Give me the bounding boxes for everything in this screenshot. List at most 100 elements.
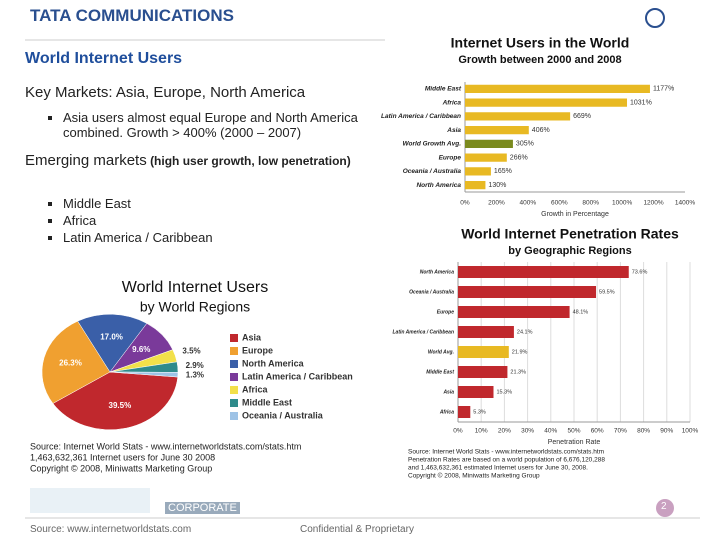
y-tick-label: North America	[416, 182, 461, 189]
x-tick-label: 800%	[582, 200, 599, 207]
footer-art	[30, 488, 150, 513]
value-label: 266%	[510, 154, 528, 161]
legend-label: Asia	[242, 332, 262, 342]
x-tick-label: 400%	[520, 200, 537, 207]
x-tick-label: 1400%	[675, 200, 695, 207]
emerging-note: (high user growth, low penetration)	[150, 154, 351, 168]
pie-slice	[109, 371, 179, 378]
chart-title: Internet Users in the World	[451, 35, 630, 51]
x-tick-label: 70%	[614, 428, 627, 435]
chart-subtitle: Growth between 2000 and 2008	[458, 54, 621, 66]
x-tick-label: 80%	[637, 428, 650, 435]
value-label: 1177%	[653, 86, 674, 93]
value-label: 59.5%	[599, 289, 615, 295]
value-label: 17.0%	[100, 332, 123, 341]
value-label: 48.1%	[573, 309, 589, 315]
y-tick-label: North America	[420, 269, 454, 275]
x-tick-label: 200%	[488, 200, 505, 207]
y-tick-label: Oceania / Australia	[403, 168, 462, 175]
bullet: Africa	[63, 213, 213, 228]
logo: TATA COMMUNICATIONS	[30, 6, 234, 25]
x-axis-label: Growth in Percentage	[541, 211, 609, 218]
footer-confidential: Confidential & Proprietary	[300, 524, 414, 535]
value-label: 165%	[494, 168, 512, 175]
chart-title: World Internet Penetration Rates	[461, 226, 679, 242]
x-axis-label: Penetration Rate	[548, 439, 601, 446]
x-tick-label: 1000%	[612, 200, 632, 207]
value-label: 130%	[488, 182, 506, 189]
bar	[465, 112, 571, 121]
pie-slice	[41, 320, 111, 404]
emerging: Emerging markets (high user growth, low …	[25, 152, 385, 169]
x-tick-label: 600%	[551, 200, 568, 207]
x-tick-label: 40%	[544, 428, 557, 435]
legend-swatch	[230, 360, 238, 368]
x-tick-label: 0%	[460, 200, 470, 207]
value-label: 5.3%	[473, 409, 486, 415]
chart-title: World Internet Users	[122, 279, 268, 296]
legend-label: Europe	[242, 345, 273, 355]
value-label: 21.3%	[510, 369, 526, 375]
key-markets: Key Markets: Asia, Europe, North America	[25, 84, 306, 101]
x-tick-label: 30%	[521, 428, 534, 435]
y-tick-label: Europe	[437, 309, 454, 315]
legend-label: Africa	[242, 384, 269, 394]
chart-subtitle: by Geographic Regions	[508, 245, 631, 257]
y-tick-label: Europe	[439, 154, 462, 161]
x-tick-label: 10%	[475, 428, 488, 435]
bar	[458, 386, 494, 398]
bar	[465, 98, 628, 107]
bar	[465, 139, 513, 148]
logo-emblem	[645, 8, 665, 28]
value-label: 15.3%	[496, 389, 512, 395]
bullet: Latin America / Caribbean	[63, 230, 213, 245]
bullet: Asia users almost equal Europe and North…	[63, 110, 405, 140]
y-tick-label: Africa	[439, 409, 454, 415]
bar	[458, 366, 508, 378]
legend-label: Latin America / Caribbean	[242, 371, 353, 381]
y-tick-label: Asia	[446, 127, 461, 134]
y-tick-label: Asia	[442, 389, 454, 395]
x-tick-label: 90%	[660, 428, 673, 435]
value-label: 3.5%	[182, 347, 200, 356]
bar	[458, 286, 597, 298]
legend-swatch	[230, 399, 238, 407]
value-label: 2.9%	[186, 361, 204, 370]
source-line: Source: Internet World Stats - www.inter…	[30, 441, 301, 451]
value-label: 406%	[532, 127, 550, 134]
slide-title: World Internet Users	[25, 50, 183, 67]
bar	[465, 167, 491, 176]
y-tick-label: Middle East	[426, 369, 454, 375]
page-number: 2	[661, 501, 667, 512]
source-line: 1,463,632,361 Internet users for June 30…	[30, 452, 215, 462]
legend-swatch	[230, 412, 238, 420]
y-tick-label: Oceania / Australia	[409, 289, 454, 295]
emerging-bullets: Middle East Africa Latin America / Carib…	[45, 194, 213, 247]
value-label: 305%	[516, 141, 534, 148]
legend-label: Oceania / Australia	[242, 410, 324, 420]
x-tick-label: 50%	[567, 428, 580, 435]
x-tick-label: 20%	[498, 428, 511, 435]
y-tick-label: World Avg.	[428, 349, 454, 355]
value-label: 39.5%	[109, 401, 132, 410]
bar	[458, 346, 509, 358]
bar	[465, 84, 650, 93]
bar	[465, 181, 486, 190]
legend-swatch	[230, 386, 238, 394]
legend-label: North America	[242, 358, 305, 368]
footer-label: CORPORATE	[165, 502, 240, 514]
bar	[458, 326, 514, 338]
source-line: Copyright © 2008, Miniwatts Marketing Gr…	[30, 463, 212, 473]
value-label: 669%	[573, 113, 591, 120]
source-line: Source: Internet World Stats - www.inter…	[408, 449, 604, 456]
bar	[465, 153, 507, 162]
y-tick-label: Africa	[442, 99, 462, 106]
key-bullets: Asia users almost equal Europe and North…	[45, 108, 405, 142]
pie-slice	[77, 313, 148, 373]
y-tick-label: Latin America / Caribbean	[381, 113, 461, 120]
source-line: Copyright © 2008, Miniwatts Marketing Gr…	[408, 472, 540, 480]
x-tick-label: 1200%	[643, 200, 663, 207]
legend-swatch	[230, 373, 238, 381]
